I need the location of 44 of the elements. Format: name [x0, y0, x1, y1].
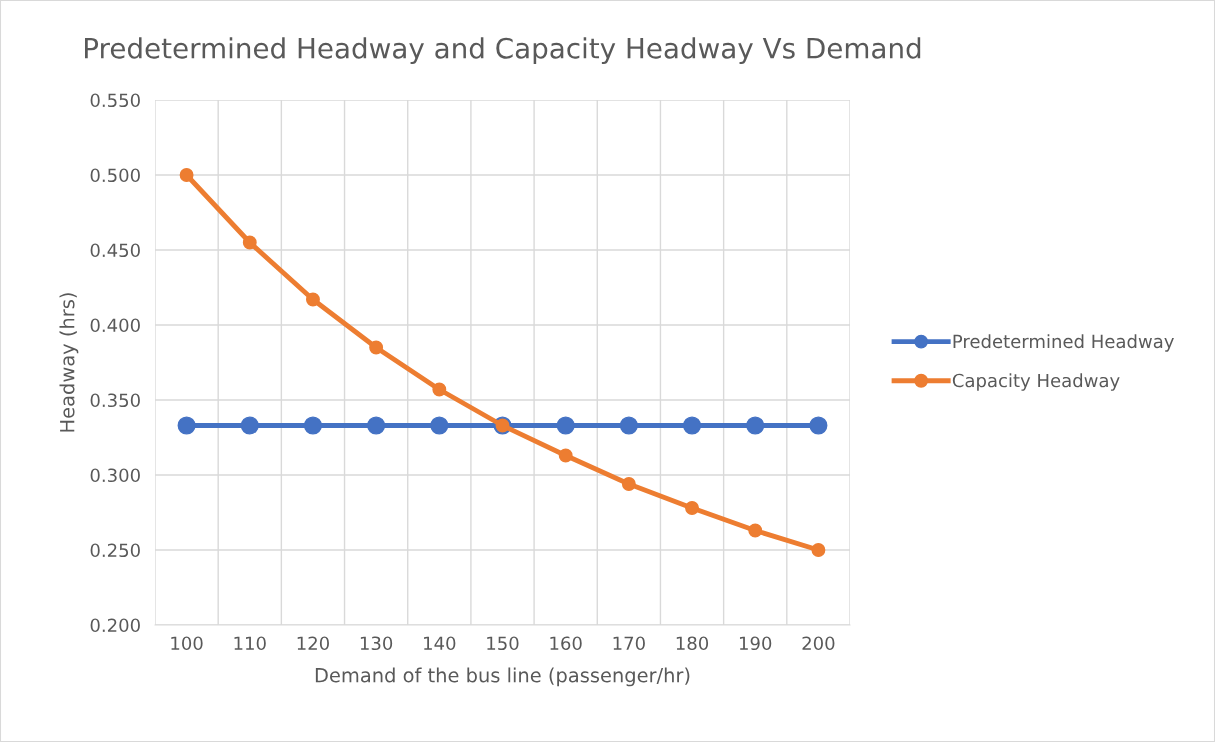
x-tick-label: 140	[424, 636, 456, 651]
x-tick-label: 160	[550, 636, 582, 651]
x-tick-label: 110	[234, 636, 266, 651]
chart-title: Predetermined Headway and Capacity Headway Vs Demand	[85, 37, 921, 65]
x-axis-title: Demand of the bus line (passenger/hr)	[315, 667, 690, 687]
y-tick-label: 0.500	[90, 168, 140, 183]
point	[432, 382, 447, 397]
point	[621, 477, 636, 491]
y-tick-label: 0.300	[90, 468, 140, 483]
legend-label: Predetermined Headway	[953, 334, 1174, 352]
point	[367, 416, 386, 435]
y-tick-label: 0.450	[90, 243, 140, 258]
point	[748, 523, 763, 538]
x-tick-label: 200	[802, 636, 835, 651]
x-tick-label: 130	[360, 636, 393, 651]
point	[369, 340, 384, 355]
y-tick-label: 0.550	[90, 93, 140, 108]
point	[619, 416, 638, 435]
y-tick-label: 0.400	[90, 318, 140, 333]
x-tick-label: 190	[739, 636, 772, 651]
y-tick-label: 0.250	[90, 543, 140, 558]
x-tick-label: 150	[487, 636, 519, 651]
point	[685, 501, 699, 515]
point	[811, 543, 826, 557]
point	[746, 416, 765, 435]
point	[558, 448, 573, 463]
point	[306, 292, 320, 307]
x-tick-label: 100	[171, 636, 203, 651]
x-tick-label: 170	[613, 636, 645, 651]
legend-label: Capacity Headway	[952, 373, 1120, 391]
y-tick-label: 0.350	[90, 393, 140, 408]
point	[556, 416, 575, 435]
point	[809, 416, 828, 435]
point	[430, 416, 449, 435]
point	[242, 235, 257, 250]
point	[683, 416, 702, 435]
point	[177, 416, 196, 435]
x-tick-label: 120	[297, 636, 329, 651]
x-tick-label: 180	[676, 636, 709, 651]
point	[240, 416, 259, 435]
y-axis-title: Headway (hrs)	[59, 293, 79, 432]
point	[303, 416, 322, 435]
point	[179, 168, 194, 182]
y-tick-label: 0.200	[90, 618, 140, 633]
